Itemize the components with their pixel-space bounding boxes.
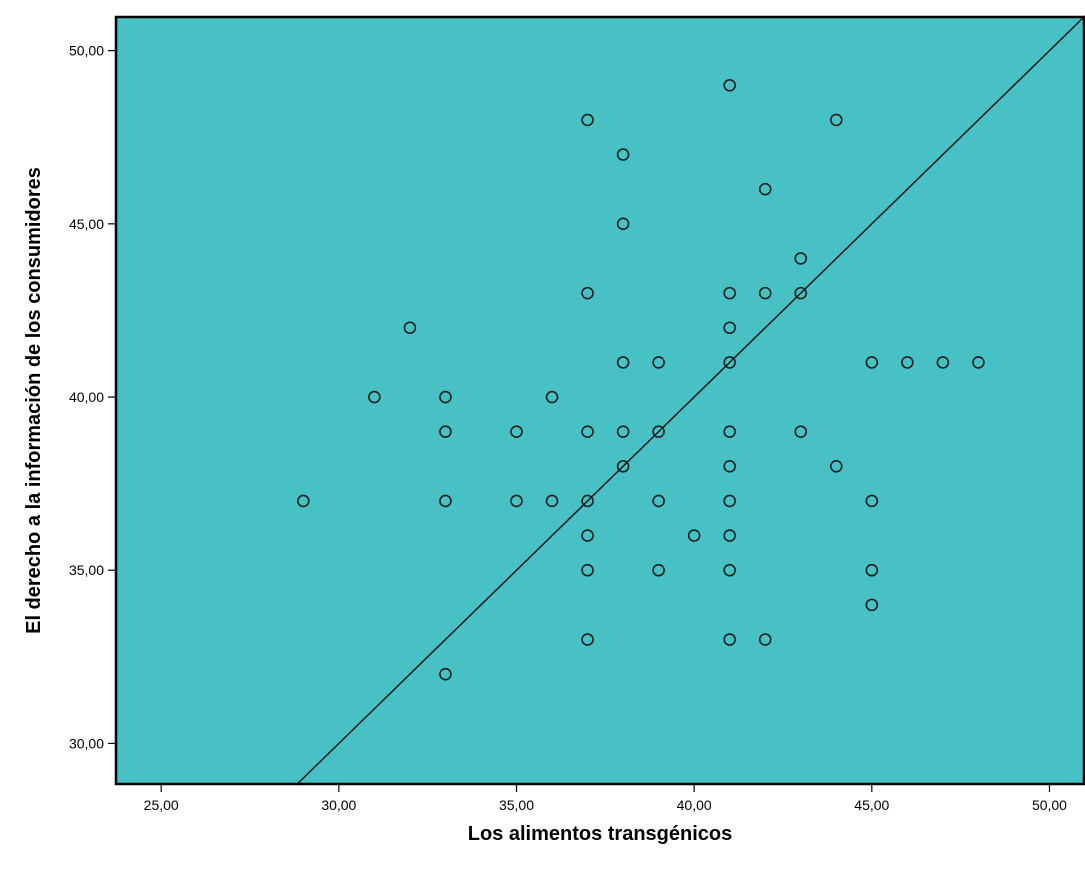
data-point xyxy=(865,598,879,612)
data-point xyxy=(297,494,310,508)
data-point xyxy=(901,356,914,369)
data-point xyxy=(581,113,594,127)
data-point xyxy=(865,494,879,508)
data-point xyxy=(652,563,665,577)
data-point xyxy=(616,356,630,369)
data-point xyxy=(403,321,417,335)
data-point xyxy=(723,286,736,300)
data-point xyxy=(439,425,452,438)
y-tick-label: 50,00 xyxy=(69,43,104,59)
data-point xyxy=(723,78,736,92)
data-point xyxy=(723,494,736,508)
data-point xyxy=(865,563,879,577)
y-tick-label: 40,00 xyxy=(69,389,104,405)
data-point xyxy=(581,286,594,300)
data-point xyxy=(581,563,594,577)
data-point xyxy=(936,356,950,369)
x-tick-label: 35,00 xyxy=(499,797,534,813)
data-point xyxy=(794,425,808,438)
data-point xyxy=(616,217,630,231)
data-point xyxy=(829,113,843,127)
data-point xyxy=(723,356,736,369)
data-point xyxy=(758,182,772,196)
data-point xyxy=(723,460,736,473)
chart-marks xyxy=(297,78,985,681)
data-point xyxy=(865,356,879,369)
data-point xyxy=(794,286,808,300)
y-tick-label: 45,00 xyxy=(69,216,104,232)
data-point xyxy=(439,390,452,404)
data-point xyxy=(616,460,630,473)
y-axis-title: El derecho a la información de los consu… xyxy=(23,167,45,634)
data-point xyxy=(545,390,559,404)
plot-frame xyxy=(114,15,1085,786)
data-point xyxy=(723,529,736,542)
data-point xyxy=(687,529,701,542)
x-tick-label: 25,00 xyxy=(144,797,179,813)
plot-area xyxy=(115,16,1085,785)
data-point xyxy=(723,633,736,646)
data-point xyxy=(652,494,665,508)
data-point xyxy=(972,356,985,369)
reference-line xyxy=(295,15,1085,786)
data-point xyxy=(723,563,736,577)
x-tick-label: 30,00 xyxy=(321,797,356,813)
data-point xyxy=(758,286,772,300)
data-point xyxy=(581,633,594,646)
data-point xyxy=(758,633,772,646)
data-point xyxy=(368,390,381,404)
y-tick-label: 30,00 xyxy=(69,735,104,751)
data-point xyxy=(723,425,736,438)
y-tick-label: 35,00 xyxy=(69,562,104,578)
data-point xyxy=(510,425,523,438)
y-axis: 30,00 35,00 40,00 45,00 50,00 xyxy=(69,43,115,751)
data-point xyxy=(794,252,808,265)
x-tick-label: 50,00 xyxy=(1032,797,1067,813)
data-point xyxy=(581,494,594,508)
x-tick-label: 45,00 xyxy=(854,797,889,813)
x-tick-label: 40,00 xyxy=(677,797,712,813)
data-point xyxy=(652,425,665,438)
data-point xyxy=(829,460,843,473)
data-point xyxy=(616,425,630,438)
data-point xyxy=(545,494,559,508)
data-point xyxy=(439,667,452,681)
x-axis: 25,00 30,00 35,00 40,00 45,00 50,00 xyxy=(144,785,1067,813)
data-point xyxy=(439,494,452,508)
data-point xyxy=(581,529,594,542)
data-point xyxy=(652,356,665,369)
data-point xyxy=(581,425,594,438)
x-axis-title: Los alimentos transgénicos xyxy=(468,823,733,845)
data-point xyxy=(510,494,523,508)
data-point xyxy=(723,321,736,335)
data-point xyxy=(616,148,630,161)
